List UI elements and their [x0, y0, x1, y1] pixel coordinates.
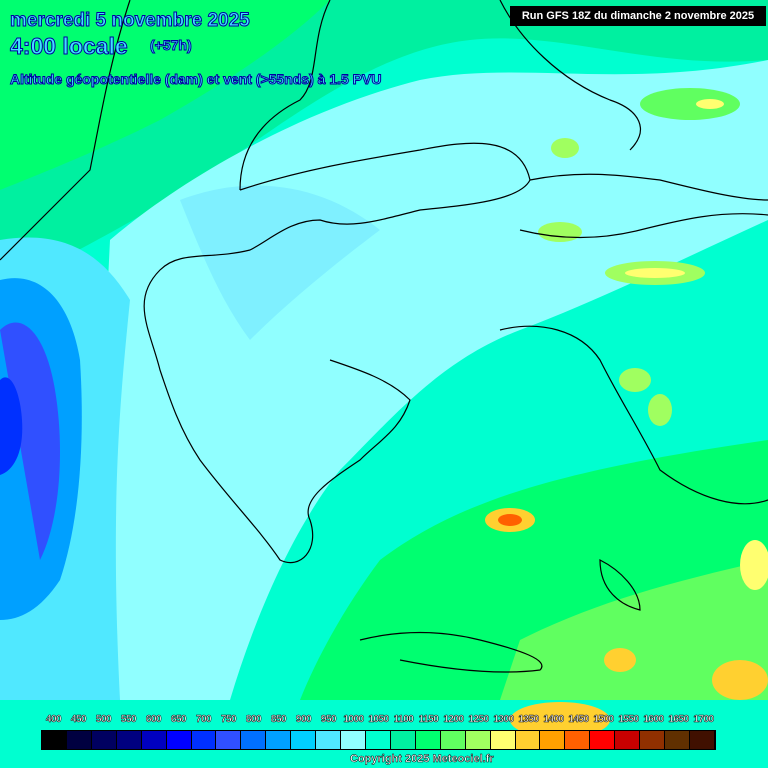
legend-swatch — [615, 731, 641, 749]
legend-label: 750 — [220, 714, 237, 726]
legend-label: 400 — [45, 714, 62, 726]
model-run-label: Run GFS 18Z du dimanche 2 novembre 2025 — [510, 6, 766, 26]
legend-labels: 400 450 500 550 600 650 700 750 800 850 900 950 1000… — [41, 714, 716, 726]
legend-swatch — [515, 731, 541, 749]
legend-label: 800 — [245, 714, 262, 726]
legend-label: 650 — [170, 714, 187, 726]
legend-label: 1350 — [518, 714, 539, 726]
legend-label: 950 — [320, 714, 337, 726]
legend-swatch — [191, 731, 217, 749]
field-deep-blue-west — [0, 377, 23, 475]
legend-label: 1500 — [593, 714, 614, 726]
legend-swatch — [390, 731, 416, 749]
legend-label: 500 — [95, 714, 112, 726]
legend-label: 1250 — [468, 714, 489, 726]
legend-label: 850 — [270, 714, 287, 726]
forecast-hour: 4:00 locale — [10, 33, 129, 60]
legend-swatch — [291, 731, 317, 749]
legend-swatch — [241, 731, 267, 749]
legend-label: 600 — [145, 714, 162, 726]
legend-swatch — [689, 731, 715, 749]
legend-swatch — [440, 731, 466, 749]
legend-label: 1050 — [368, 714, 389, 726]
legend-swatch — [540, 731, 566, 749]
legend-swatch — [590, 731, 616, 749]
forecast-lead-time: (+57h) — [150, 37, 193, 54]
legend-swatch — [266, 731, 292, 749]
forecast-date: mercredi 5 novembre 2025 — [10, 10, 251, 32]
legend-label: 1700 — [693, 714, 714, 726]
legend-swatch — [665, 731, 690, 749]
legend-label: 1550 — [618, 714, 639, 726]
legend-label: 1200 — [443, 714, 464, 726]
legend-label: 700 — [195, 714, 212, 726]
legend-swatch — [316, 731, 342, 749]
legend-swatch — [42, 731, 67, 749]
legend-swatch — [216, 731, 242, 749]
legend-swatch — [116, 731, 142, 749]
legend-swatch — [91, 731, 117, 749]
legend-label: 550 — [120, 714, 137, 726]
legend-label: 1000 — [343, 714, 364, 726]
field-bright-green-nw — [0, 0, 330, 190]
legend-swatch — [640, 731, 666, 749]
legend-swatch — [66, 731, 92, 749]
legend-swatch — [465, 731, 491, 749]
legend-swatch — [341, 731, 366, 749]
legend-swatch — [141, 731, 167, 749]
legend-swatch — [490, 731, 516, 749]
legend-swatch — [415, 731, 441, 749]
map-subtitle: Altitude géopotentielle (dam) et vent (>… — [9, 71, 382, 88]
copyright: Copyright 2025 Meteociel.fr — [350, 753, 494, 766]
legend-label: 1450 — [568, 714, 589, 726]
legend-label: 450 — [70, 714, 87, 726]
field-darkblue-west — [0, 322, 60, 560]
legend-label: 1150 — [418, 714, 439, 726]
coastlines-borders — [0, 0, 768, 673]
legend-label: 900 — [295, 714, 312, 726]
legend-swatch — [565, 731, 591, 749]
field-lightgreen-southeast — [500, 560, 768, 700]
field-pale-cyan-band — [180, 185, 380, 340]
legend-label: 1400 — [543, 714, 564, 726]
legend-color-bar — [41, 730, 716, 750]
legend-label: 1600 — [643, 714, 664, 726]
legend-swatch — [166, 731, 192, 749]
legend-label: 1300 — [493, 714, 514, 726]
legend-swatch — [365, 731, 391, 749]
legend-label: 1100 — [393, 714, 414, 726]
legend-label: 1650 — [668, 714, 689, 726]
